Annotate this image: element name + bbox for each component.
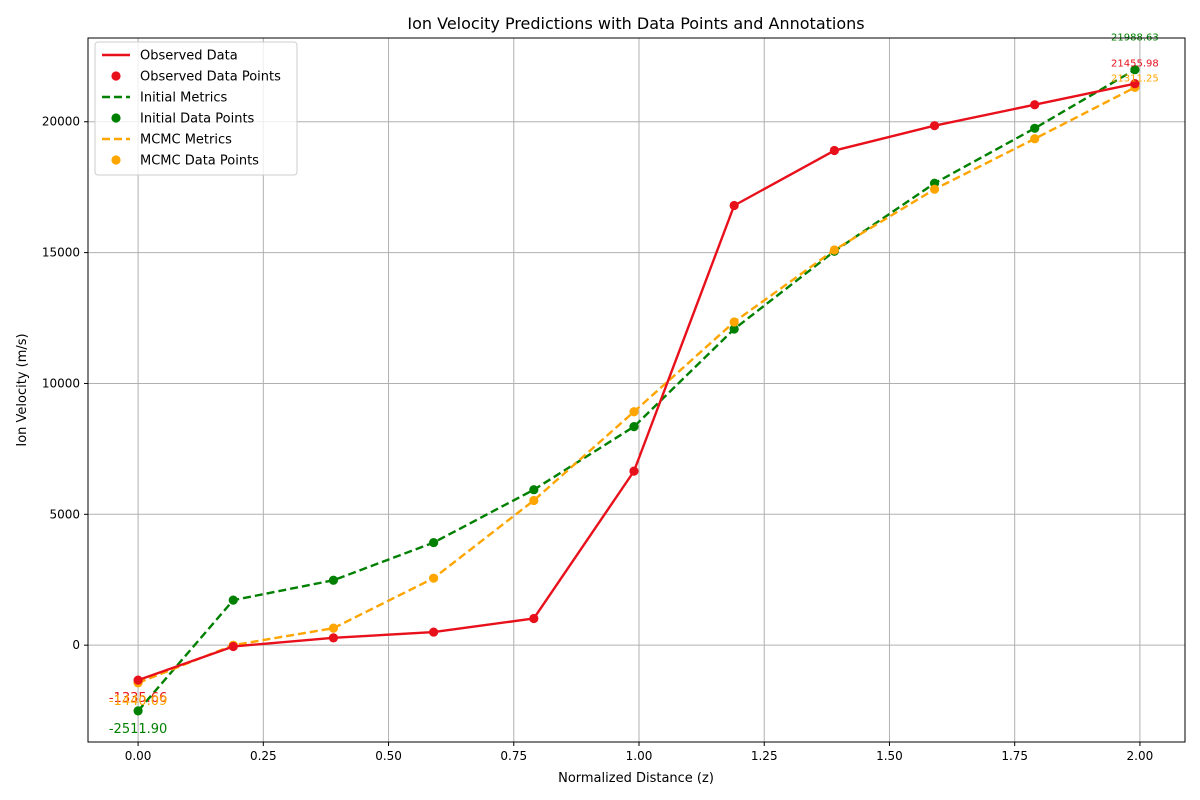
grid — [88, 38, 1185, 742]
y-tick-label: 0 — [72, 638, 80, 652]
y-tick-label: 20000 — [42, 115, 80, 129]
data-point-initial — [1130, 65, 1140, 75]
axis-ticks: 0.00 0.25 0.50 0.75 1.00 1.25 1.50 1.75 2.00 0 500… — [42, 115, 1153, 763]
data-point-observed — [328, 633, 339, 643]
data-point-mcmc — [429, 573, 439, 583]
data-point-mcmc — [929, 184, 940, 194]
data-point-initial — [429, 537, 439, 548]
data-point-initial — [228, 595, 238, 605]
data-point-observed — [729, 200, 739, 211]
x-tick-label: 1.50 — [876, 749, 903, 763]
data-point-mcmc — [729, 317, 739, 327]
x-tick-label: 1.00 — [626, 749, 653, 763]
legend-label: Initial Metrics — [140, 91, 228, 106]
data-point-mcmc — [1030, 134, 1040, 144]
data-point-mcmc — [829, 245, 839, 255]
data-point-observed — [829, 145, 839, 156]
legend-box — [94, 41, 298, 176]
x-tick-label: 0.50 — [375, 749, 402, 763]
x-tick-label: 1.25 — [751, 749, 778, 763]
data-point-observed — [929, 121, 940, 131]
chart-title: Ion Velocity Predictions with Data Point… — [407, 14, 864, 33]
data-point-initial — [328, 575, 339, 585]
x-tick-label: 0.75 — [500, 749, 527, 763]
y-tick-label: 15000 — [42, 246, 80, 260]
data-point-initial — [729, 324, 739, 334]
data-point-observed — [133, 675, 143, 685]
x-tick-label: 1.75 — [1001, 749, 1028, 763]
legend: Observed Data Observed Data Points Initial… — [94, 41, 298, 176]
legend-label: Observed Data — [140, 49, 238, 64]
annotation-start-mcmc: -1440.09 — [109, 694, 167, 709]
legend-label: Initial Data Points — [140, 112, 255, 127]
series-layer — [133, 65, 1140, 716]
data-point-observed — [1030, 100, 1040, 110]
annotation-start-initial: -2511.90 — [109, 722, 167, 737]
data-point-observed — [429, 627, 439, 637]
data-point-initial — [629, 422, 639, 432]
data-point-mcmc — [629, 407, 639, 417]
legend-label: MCMC Metrics — [140, 133, 232, 148]
data-point-mcmc — [529, 495, 539, 506]
legend-label: Observed Data Points — [140, 70, 281, 85]
legend-swatch-point — [111, 71, 121, 81]
legend-label: MCMC Data Points — [140, 154, 259, 169]
legend-swatch-point — [111, 113, 121, 123]
data-point-mcmc — [328, 623, 339, 633]
y-axis-label: Ion Velocity (m/s) — [15, 333, 30, 446]
data-point-initial — [1030, 123, 1040, 133]
y-tick-label: 10000 — [42, 376, 80, 390]
x-axis-label: Normalized Distance (z) — [558, 771, 714, 786]
x-tick-label: 0.00 — [125, 749, 152, 763]
y-tick-label: 5000 — [49, 507, 80, 521]
data-point-observed — [1130, 79, 1140, 89]
data-point-observed — [529, 613, 539, 624]
data-point-observed — [629, 466, 639, 476]
plot-frame — [87, 37, 1186, 743]
annotation-end-mcmc: 21311.25 — [1111, 73, 1159, 84]
data-point-initial — [529, 485, 539, 495]
x-tick-label: 0.25 — [250, 749, 277, 763]
data-point-observed — [228, 641, 238, 652]
legend-swatch-point — [111, 155, 121, 165]
annotation-end-observed: 21455.98 — [1111, 59, 1159, 70]
series-line-initial — [137, 68, 1136, 712]
annotation-start-observed: -1335.66 — [109, 691, 167, 706]
x-tick-label: 2.00 — [1127, 749, 1154, 763]
data-point-initial — [133, 706, 143, 716]
